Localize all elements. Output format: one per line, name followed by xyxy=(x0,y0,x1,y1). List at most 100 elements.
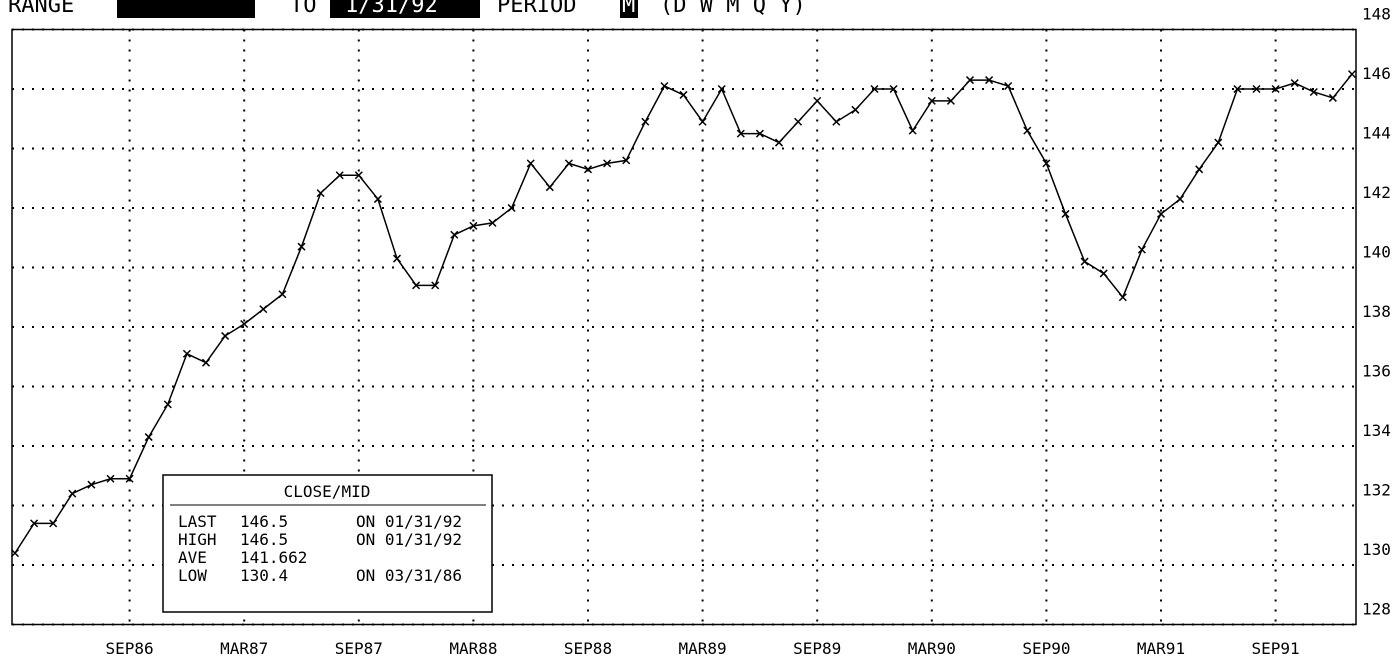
point-marker xyxy=(736,129,745,138)
stats-label: AVE xyxy=(178,548,207,567)
point-marker xyxy=(908,126,917,135)
point-marker xyxy=(1061,209,1070,218)
point-marker xyxy=(1252,84,1261,94)
y-tick-label: 140 xyxy=(1362,243,1391,262)
stats-value: 146.5 xyxy=(240,512,288,531)
point-marker xyxy=(622,156,631,165)
point-marker xyxy=(603,159,612,168)
period-options: (D W M Q Y) xyxy=(660,0,806,18)
stats-label: HIGH xyxy=(178,530,217,549)
stats-value: 130.4 xyxy=(240,566,288,585)
point-marker xyxy=(1042,159,1051,168)
point-marker xyxy=(1309,87,1318,97)
x-tick-label: SEP89 xyxy=(793,639,841,658)
point-marker xyxy=(813,96,822,105)
range-label: RANGE xyxy=(8,0,74,18)
x-tick-label: MAR91 xyxy=(1137,639,1185,658)
point-marker xyxy=(392,254,402,263)
point-marker xyxy=(774,138,784,147)
x-tick-label: MAR89 xyxy=(679,639,727,658)
point-marker xyxy=(354,171,363,180)
stats-label: LOW xyxy=(178,566,207,585)
point-marker xyxy=(545,183,554,192)
point-marker xyxy=(526,159,535,168)
point-marker xyxy=(297,242,306,251)
point-marker xyxy=(87,480,96,489)
point-marker xyxy=(1080,257,1089,266)
point-marker xyxy=(679,90,688,99)
point-marker xyxy=(564,159,573,168)
point-marker xyxy=(660,81,669,91)
stats-value: 141.662 xyxy=(240,548,307,567)
point-marker xyxy=(1118,293,1127,302)
point-marker xyxy=(1233,84,1242,94)
point-marker xyxy=(316,189,325,198)
y-tick-label: 136 xyxy=(1362,362,1391,381)
y-tick-label: 144 xyxy=(1362,124,1391,143)
point-marker xyxy=(870,84,879,94)
point-marker xyxy=(469,221,478,230)
x-tick-label: SEP87 xyxy=(335,639,383,658)
to-value: 1/31/92 xyxy=(345,0,438,18)
point-marker xyxy=(1195,165,1204,174)
point-marker xyxy=(946,96,955,105)
y-tick-label: 130 xyxy=(1362,540,1391,559)
point-marker xyxy=(144,433,153,442)
point-marker xyxy=(278,290,287,299)
period-field xyxy=(620,0,638,18)
point-marker xyxy=(698,117,707,126)
point-marker xyxy=(1156,209,1166,218)
point-marker xyxy=(832,117,841,126)
point-marker xyxy=(1176,195,1185,204)
y-tick-label: 132 xyxy=(1362,481,1391,500)
y-tick-label: 134 xyxy=(1362,421,1391,440)
point-marker xyxy=(1137,245,1146,254)
period-value: M xyxy=(622,0,635,18)
point-marker xyxy=(259,305,268,314)
point-marker xyxy=(30,519,39,528)
point-marker xyxy=(450,230,459,239)
point-marker xyxy=(10,549,20,558)
stats-date: ON 01/31/92 xyxy=(356,512,462,531)
y-tick-label: 142 xyxy=(1362,183,1391,202)
point-marker xyxy=(851,105,860,114)
point-marker xyxy=(507,203,516,213)
x-tick-label: MAR87 xyxy=(220,639,268,658)
point-marker xyxy=(583,165,593,174)
point-marker xyxy=(68,489,77,498)
point-marker xyxy=(106,474,115,483)
point-marker xyxy=(221,331,230,340)
point-marker xyxy=(201,358,211,367)
range-field xyxy=(117,0,255,18)
period-label: PERIOD xyxy=(497,0,576,18)
point-marker xyxy=(1290,79,1299,88)
point-marker xyxy=(163,400,172,409)
x-tick-label: SEP90 xyxy=(1022,639,1070,658)
y-tick-label: 138 xyxy=(1362,302,1391,321)
point-marker xyxy=(335,171,344,180)
y-tick-label: 148 xyxy=(1362,5,1391,24)
y-tick-label: 146 xyxy=(1362,64,1391,83)
point-marker xyxy=(431,281,440,290)
point-marker xyxy=(1023,126,1032,135)
point-marker xyxy=(1214,138,1223,147)
x-tick-label: SEP86 xyxy=(106,639,154,658)
point-marker xyxy=(125,474,134,483)
point-marker xyxy=(794,117,803,126)
stats-date: ON 01/31/92 xyxy=(356,530,462,549)
point-marker xyxy=(889,84,898,94)
point-marker xyxy=(49,519,58,528)
point-marker xyxy=(240,319,249,329)
x-tick-label: MAR90 xyxy=(908,639,956,658)
point-marker xyxy=(1004,81,1013,91)
point-marker xyxy=(717,84,726,94)
point-marker xyxy=(985,76,994,85)
x-tick-label: MAR88 xyxy=(449,639,497,658)
point-marker xyxy=(1347,70,1357,79)
stats-date: ON 03/31/86 xyxy=(356,566,462,585)
point-marker xyxy=(488,218,497,227)
y-tick-label: 128 xyxy=(1362,600,1391,619)
stats-title: CLOSE/MID xyxy=(284,482,371,501)
to-field xyxy=(330,0,480,18)
